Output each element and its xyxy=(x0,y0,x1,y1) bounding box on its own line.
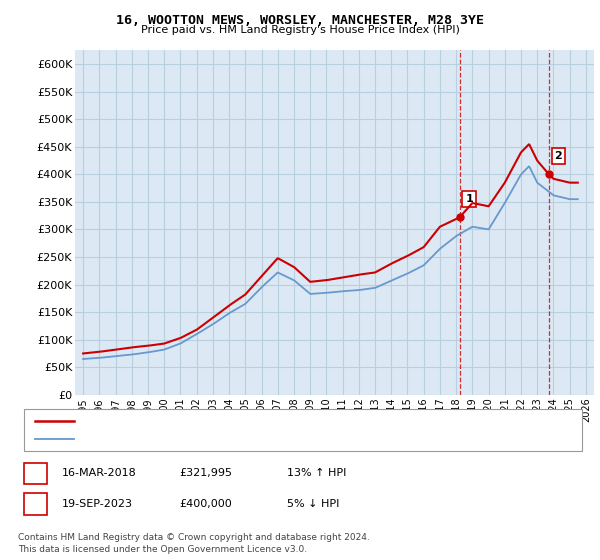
Text: 19-SEP-2023: 19-SEP-2023 xyxy=(62,499,133,509)
Text: 1: 1 xyxy=(465,194,473,204)
Text: HPI: Average price, detached house, Salford: HPI: Average price, detached house, Salf… xyxy=(81,434,311,444)
Text: 16-MAR-2018: 16-MAR-2018 xyxy=(62,468,137,478)
Text: 2: 2 xyxy=(31,497,40,511)
Text: £400,000: £400,000 xyxy=(179,499,232,509)
Text: 16, WOOTTON MEWS, WORSLEY, MANCHESTER, M28 3YE (detached house): 16, WOOTTON MEWS, WORSLEY, MANCHESTER, M… xyxy=(81,416,473,426)
Text: Contains HM Land Registry data © Crown copyright and database right 2024.
This d: Contains HM Land Registry data © Crown c… xyxy=(18,533,370,554)
Text: 13% ↑ HPI: 13% ↑ HPI xyxy=(287,468,346,478)
Text: 2: 2 xyxy=(554,151,562,161)
Text: Price paid vs. HM Land Registry's House Price Index (HPI): Price paid vs. HM Land Registry's House … xyxy=(140,25,460,35)
Text: 5% ↓ HPI: 5% ↓ HPI xyxy=(287,499,339,509)
Text: £321,995: £321,995 xyxy=(179,468,232,478)
Text: 16, WOOTTON MEWS, WORSLEY, MANCHESTER, M28 3YE: 16, WOOTTON MEWS, WORSLEY, MANCHESTER, M… xyxy=(116,14,484,27)
Text: 1: 1 xyxy=(31,466,40,480)
